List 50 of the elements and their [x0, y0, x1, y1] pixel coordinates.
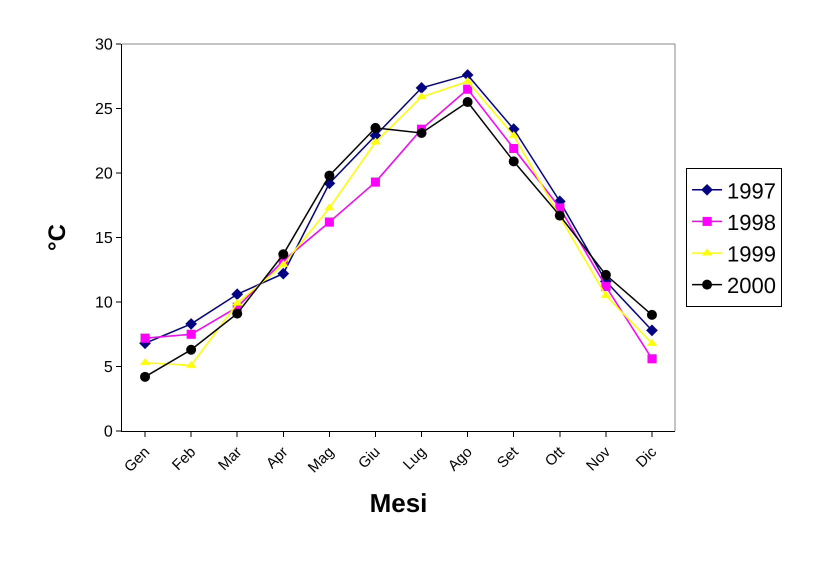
point	[185, 318, 197, 330]
point	[140, 334, 150, 343]
point	[370, 122, 380, 133]
y-tick-label: 10	[95, 294, 113, 312]
point	[186, 344, 196, 355]
point	[277, 268, 290, 280]
legend-label: 1999	[727, 242, 776, 267]
point	[324, 218, 334, 227]
point	[140, 372, 150, 382]
x-tick-label: Apr	[262, 444, 292, 472]
point	[646, 310, 657, 320]
y-tick-label: 0	[104, 424, 113, 441]
point	[232, 298, 242, 306]
legend-label: 1997	[727, 178, 776, 204]
legend-label: 2000	[727, 273, 776, 298]
point	[416, 128, 427, 138]
point	[647, 354, 656, 364]
y-tick-label: 25	[95, 101, 113, 118]
point	[324, 170, 334, 181]
x-tick-label: Giu	[355, 444, 384, 472]
point	[370, 178, 380, 187]
x-tick-label: Gen	[121, 444, 154, 476]
point	[509, 144, 518, 153]
x-tick-label: Ott	[542, 443, 568, 470]
x-tick-label: Set	[494, 443, 522, 472]
point	[278, 249, 288, 260]
point	[508, 156, 519, 166]
point	[646, 324, 658, 336]
y-tick-label: 30	[95, 36, 113, 54]
point	[186, 330, 196, 339]
point	[601, 282, 610, 292]
y-axis-title: °C	[44, 224, 72, 251]
y-tick-label: 5	[104, 359, 113, 376]
x-tick-label: Lug	[400, 444, 430, 474]
x-tick-label: Nov	[583, 443, 614, 475]
point	[416, 82, 428, 94]
x-axis-title: Mesi	[370, 488, 428, 518]
point	[463, 84, 472, 94]
point	[231, 288, 244, 300]
y-tick-label: 20	[95, 166, 113, 183]
x-tick-label: Dic	[632, 443, 660, 471]
x-tick-label: Ago	[444, 444, 476, 475]
x-tick-label: Feb	[168, 444, 200, 474]
legend-label: 1998	[727, 210, 776, 235]
y-tick-label: 15	[95, 230, 113, 248]
x-tick-label: Mag	[304, 444, 338, 476]
point	[600, 270, 611, 280]
point	[232, 308, 242, 319]
x-tick-label: Mar	[215, 444, 246, 474]
point	[462, 97, 473, 108]
